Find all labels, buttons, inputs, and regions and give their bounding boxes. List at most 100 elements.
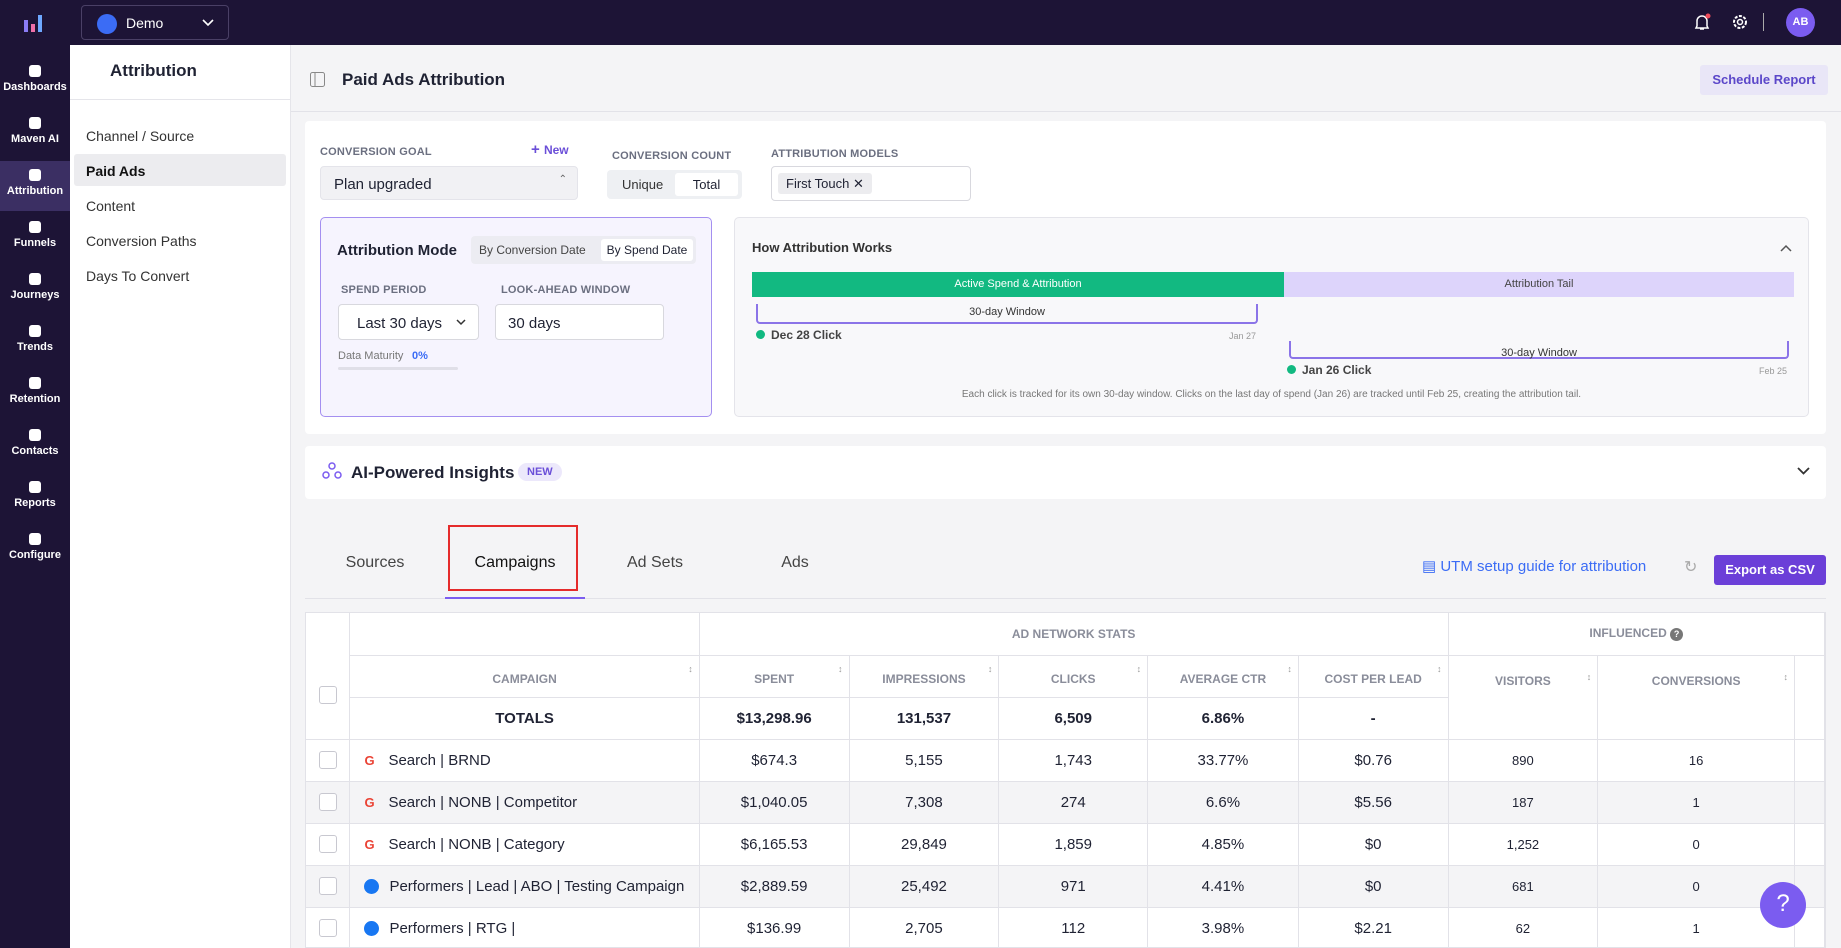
cell: Performers | RTG | [350,907,699,948]
cell-text: $1,040.05 [741,794,808,811]
column-header[interactable]: SPENT↕ [699,655,849,697]
cell-text: 1,859 [1054,836,1092,853]
row-checkbox[interactable] [306,739,350,781]
nav-item[interactable]: Reports [0,473,70,523]
tab[interactable]: Sources [305,520,445,599]
refresh[interactable]: ↻ [1684,557,1697,577]
workspace-name: Demo [126,15,163,31]
count-option[interactable]: Total [675,173,738,196]
row-checkbox[interactable] [306,865,350,907]
column-header[interactable]: CLICKS↕ [999,655,1148,697]
cell-text: 4.41% [1202,878,1245,895]
total-cell: $13,298.96 [699,697,849,739]
model-chip-label: First Touch [786,176,849,191]
mode-option[interactable]: By Conversion Date [479,243,586,257]
cell-text: 274 [1061,794,1086,811]
cell-text: $6,165.53 [741,836,808,853]
cell: 890 [1448,739,1598,781]
conversion-goal-select[interactable]: Plan upgraded⌃ [320,166,578,200]
export-csv-button[interactable]: Export as CSV [1714,555,1826,585]
subnav-item[interactable]: Content [74,189,286,221]
active-spend-bar: Active Spend & Attribution [752,272,1284,297]
table-row[interactable]: Performers | Lead | ABO | Testing Campai… [306,865,1825,907]
row-checkbox[interactable] [306,823,350,865]
cell-text: $136.99 [747,920,801,937]
schedule-report-button[interactable]: Schedule Report [1700,65,1828,95]
notifications[interactable] [1693,13,1711,31]
table-row[interactable]: GSearch | BRND$674.35,1551,74333.77%$0.7… [306,739,1825,781]
tab[interactable]: Ads [725,520,865,599]
column-header[interactable]: VISITORS↕ [1448,655,1598,739]
row-checkbox[interactable] [306,781,350,823]
cell: $0.76 [1298,739,1448,781]
workspace-select[interactable]: Demo [81,5,229,40]
insights-title: AI-Powered Insights [351,463,514,483]
nav-item[interactable]: Dashboards [0,57,70,107]
cell-text: 971 [1061,878,1086,895]
nav-item[interactable]: Configure [0,525,70,575]
collapse[interactable] [1780,244,1792,252]
cell: $2,889.59 [699,865,849,907]
cell: 4.85% [1148,823,1299,865]
cell: GSearch | NONB | Competitor [350,781,699,823]
subnav-item[interactable]: Paid Ads [74,154,286,186]
lookahead-select[interactable]: 30 days [495,304,664,340]
toggle-sidebar[interactable] [310,72,325,87]
insights-card[interactable]: AI-Powered Insights NEW [305,446,1826,499]
nav-item[interactable]: Trends [0,317,70,367]
cell: $674.3 [699,739,849,781]
mode-option[interactable]: By Spend Date [601,239,693,261]
nav-item[interactable]: Journeys [0,265,70,315]
spend-period-select[interactable]: Last 30 days [338,304,479,340]
cell-text: $0 [1365,836,1382,853]
table-row[interactable]: GSearch | NONB | Category$6,165.5329,849… [306,823,1825,865]
cell-text: Performers | Lead | ABO | Testing Campai… [389,878,684,895]
cell-text: 16 [1689,753,1703,768]
cell: 3.98% [1148,907,1299,948]
cell: $0 [1298,865,1448,907]
conversion-count-label: CONVERSION COUNT [612,150,731,162]
cell-text: $0 [1365,878,1382,895]
cell-text: 33.77% [1198,752,1249,769]
attribution-models-select[interactable]: First Touch ✕ [771,166,971,201]
cell-text: 681 [1512,879,1534,894]
cell: Performers | Lead | ABO | Testing Campai… [350,865,699,907]
cell-text: 5,155 [905,752,943,769]
subnav-item[interactable]: Conversion Paths [74,224,286,256]
cell: 1,252 [1448,823,1598,865]
user-avatar[interactable]: AB [1786,8,1815,37]
table-row[interactable]: GSearch | NONB | Competitor$1,040.057,30… [306,781,1825,823]
settings[interactable] [1731,13,1749,31]
utm-guide-link[interactable]: ▤ UTM setup guide for attribution [1422,557,1646,575]
subnav-title: Attribution [110,61,197,81]
data-table: AD NETWORK STATSINFLUENCED ?CAMPAIGN↕SPE… [306,613,1825,948]
subnav-item[interactable]: Channel / Source [74,119,286,151]
nav-item[interactable]: Maven AI [0,109,70,159]
sub-nav: Attribution Channel / SourcePaid AdsCont… [70,45,291,948]
help-button[interactable]: ? [1760,882,1806,928]
cell-text: 1 [1693,795,1700,810]
top-bar: Demo AB [0,0,1841,45]
column-header[interactable]: IMPRESSIONS↕ [849,655,999,697]
cell: 29,849 [849,823,999,865]
cell-text: $674.3 [751,752,797,769]
nav-item[interactable]: Attribution [0,161,70,211]
subnav-item[interactable]: Days To Convert [74,259,286,291]
row-checkbox[interactable] [306,907,350,948]
nav-item[interactable]: Funnels [0,213,70,263]
column-header[interactable]: COST PER LEAD↕ [1298,655,1448,697]
tab[interactable]: Ad Sets [585,520,725,599]
table-row[interactable]: Performers | RTG |$136.992,7051123.98%$2… [306,907,1825,948]
nav-item[interactable]: Retention [0,369,70,419]
cell: 0 [1598,823,1795,865]
nav-item[interactable]: Contacts [0,421,70,471]
column-header[interactable]: AVERAGE CTR↕ [1148,655,1299,697]
data-maturity-value: 0% [412,350,428,362]
how-title: How Attribution Works [752,240,892,255]
column-header[interactable]: CONVERSIONS↕ [1598,655,1795,739]
column-header-label: SPENT [754,672,794,686]
new-goal-button[interactable]: + New [531,141,569,158]
count-option[interactable]: Unique [622,177,663,192]
cell: $1,040.05 [699,781,849,823]
column-header[interactable]: CAMPAIGN↕ [350,655,699,697]
